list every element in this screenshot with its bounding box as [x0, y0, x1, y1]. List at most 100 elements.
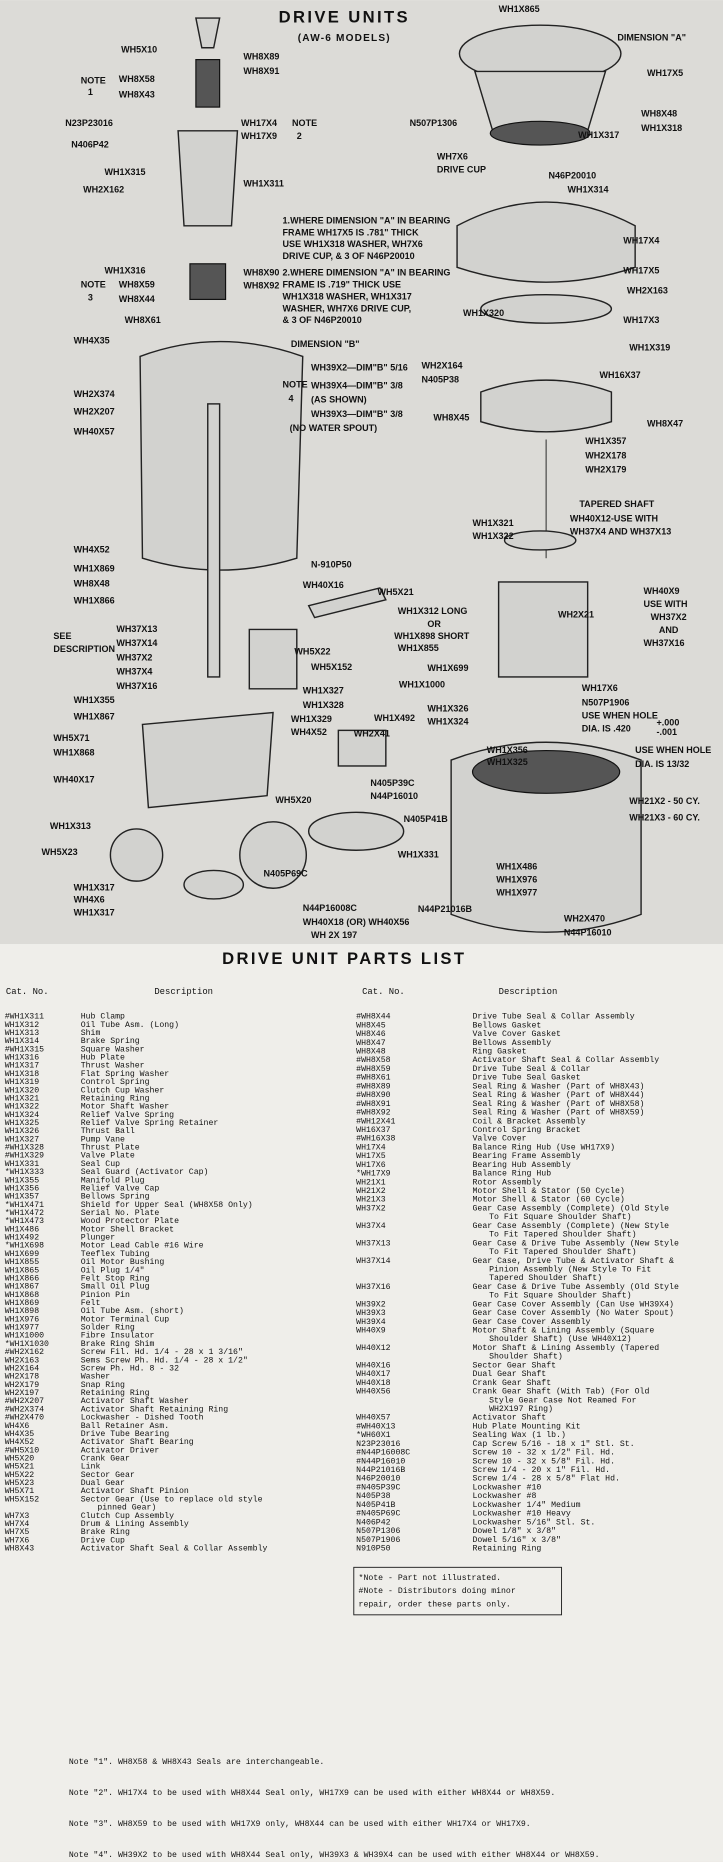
part-label: WH4X52	[291, 727, 327, 737]
part-label: N507P1306	[410, 118, 458, 128]
part-label: WH37X2	[116, 652, 152, 662]
part-label: WH17X6	[582, 683, 618, 693]
cat-no: WH5X21	[5, 1463, 35, 1472]
cat-no: #WH8X58	[356, 1056, 390, 1065]
cat-no: WH21X2	[356, 1187, 386, 1196]
cat-no: #WH8X90	[356, 1091, 390, 1100]
description: WH2X197 Ring)	[489, 1404, 553, 1414]
description: Lockwasher 5/16" Stl. St.	[473, 1517, 596, 1527]
cat-no: #WH8X59	[356, 1065, 390, 1074]
description: Dual Gear Shaft	[473, 1369, 547, 1379]
part-label: N405P69C	[264, 868, 309, 878]
part-label: WH5X10	[121, 44, 157, 54]
part-label: OR	[427, 619, 441, 629]
cat-no: WH7X6	[5, 1536, 30, 1545]
part-label: WH40X57	[74, 427, 115, 437]
part-label: N44P16008C	[303, 903, 358, 913]
cat-no: WH37X13	[356, 1239, 390, 1248]
description: Gear Case Cover Assembly (No Water Spout…	[473, 1308, 674, 1318]
description: Drive Tube Bearing	[81, 1429, 170, 1439]
cat-no: WH5X152	[5, 1495, 39, 1504]
cat-no: N23P23016	[356, 1440, 400, 1449]
part-label: WH17X5	[623, 265, 659, 275]
part-label: USE WITH	[643, 599, 687, 609]
activator-shaft	[207, 403, 221, 678]
description: Gear Case & Drive Tube Assembly (Old Sty…	[473, 1282, 679, 1292]
description: Relief Valve Cap	[81, 1183, 160, 1193]
part-label: WH1X329	[291, 714, 332, 724]
description: Drive Tube Seal & Collar	[473, 1064, 591, 1074]
footnote-box	[353, 1566, 563, 1616]
description: Clutch Cup Washer	[81, 1085, 165, 1095]
gear-case	[141, 711, 274, 809]
cat-no: WH17X4	[356, 1143, 386, 1152]
note: Note "4". WH39X2 to be used with WH8X44 …	[69, 1850, 600, 1860]
description: Gear Case Cover Assembly (Can Use WH39X4…	[473, 1299, 674, 1309]
cat-no: WH37X16	[356, 1283, 390, 1292]
part-label: WH2X207	[74, 407, 115, 417]
description: Shim	[81, 1028, 101, 1038]
part-label: WH 2X 197	[311, 930, 357, 940]
part-label: DIA. IS 13/32	[635, 759, 689, 769]
part-label: WH1X324	[427, 716, 468, 726]
part-label: (AS SHOWN)	[311, 395, 367, 405]
description: Drive Cup	[81, 1535, 125, 1545]
valve-cover	[307, 811, 405, 851]
cat-no: WH1X492	[5, 1234, 39, 1243]
part-label: AND	[659, 625, 679, 635]
description: Motor Shell & Stator (50 Cycle)	[473, 1186, 625, 1196]
description: Snap Ring	[81, 1380, 125, 1390]
cat-no: WH40X57	[356, 1414, 390, 1423]
part-label: WH37X16	[116, 681, 157, 691]
footnote: *Note - Part not illustrated.	[359, 1573, 502, 1583]
description: Square Washer	[81, 1044, 145, 1054]
part-label: WH8X48	[74, 579, 110, 589]
part-label: WH8X90	[243, 268, 279, 278]
header-cat: Cat. No.	[6, 987, 49, 997]
hub	[177, 130, 239, 227]
description: To Fit Square Shoulder Shaft)	[489, 1291, 632, 1301]
clutch-cup	[480, 293, 613, 324]
part-label: WH1X1000	[399, 680, 445, 690]
part-label: WH8X45	[433, 413, 469, 423]
part-label: N44P21016B	[418, 904, 473, 914]
description: Brake Ring Shim	[81, 1339, 155, 1349]
description: Drive Tube Seal Gasket	[473, 1073, 581, 1083]
cat-no: WH1X324	[5, 1111, 39, 1120]
cat-no: #WH8X89	[356, 1082, 390, 1091]
cat-no: *WH17X9	[356, 1169, 390, 1179]
cat-no: WH1X314	[5, 1037, 39, 1046]
diagram-note: FRAME WH17X5 IS .781" THICK	[283, 227, 420, 237]
description: Sector Gear	[81, 1471, 135, 1480]
description: pinned Gear)	[97, 1503, 156, 1513]
description: Brake Spring	[81, 1036, 140, 1046]
description: Activator Shaft Bearing	[81, 1437, 194, 1447]
description: Ring Gasket	[473, 1047, 527, 1057]
cat-no: WH37X2	[356, 1204, 386, 1213]
cat-no: WH7X4	[5, 1520, 30, 1529]
part-label: WH8X61	[125, 315, 161, 325]
part-label: WH2X163	[627, 285, 668, 295]
description: Rotor Assembly	[473, 1177, 542, 1187]
cat-no: WH40X56	[356, 1388, 390, 1397]
description: Bellows Assembly	[473, 1038, 552, 1048]
cat-no: #WH8X92	[356, 1109, 390, 1118]
description: Motor Lead Cable #16 Wire	[81, 1241, 204, 1251]
part-label: WH1X867	[74, 712, 115, 722]
part-label: WH7X6	[437, 151, 468, 161]
cat-no: *WH1X698	[5, 1241, 44, 1251]
cat-no: WH1X855	[5, 1258, 39, 1267]
description: Pinion Assembly (New Style To Fit	[489, 1264, 651, 1274]
cat-no: WH40X16	[356, 1361, 390, 1370]
part-label: WH1X321	[473, 518, 514, 528]
description: Washer	[81, 1372, 111, 1382]
cat-no: WH8X47	[356, 1039, 386, 1048]
list-background	[0, 944, 723, 1862]
description: Gear Case, Drive Tube & Activator Shaft …	[473, 1256, 675, 1266]
description: Shield for Upper Seal (WH8X58 Only)	[81, 1200, 253, 1210]
description: Solder Ring	[81, 1323, 135, 1333]
description: Lockwasher #10 Heavy	[473, 1509, 571, 1519]
part-label: WH2X470	[564, 914, 605, 924]
part-label: SEE	[53, 631, 71, 641]
description: Link	[81, 1462, 101, 1472]
